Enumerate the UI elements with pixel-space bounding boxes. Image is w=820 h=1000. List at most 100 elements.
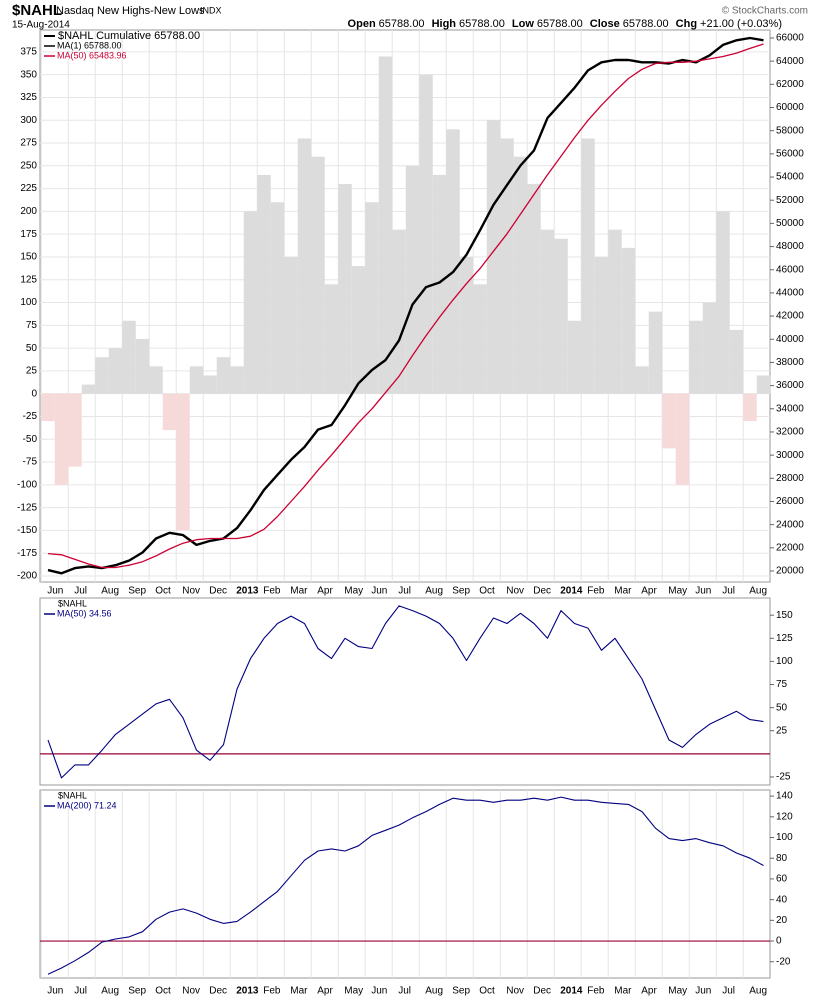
- histogram-bar: [635, 366, 649, 394]
- histogram-bar: [500, 138, 514, 394]
- x-tick-label: Oct: [155, 986, 171, 997]
- x-tick-label: Sep: [128, 986, 146, 997]
- y2-tick-label: 58000: [776, 125, 804, 136]
- quote-value: 65788.00: [459, 18, 505, 30]
- histogram-bar: [581, 138, 595, 394]
- y-tick-label: 150: [776, 610, 793, 621]
- x-tick-label: May: [668, 986, 687, 997]
- histogram-bar: [378, 56, 393, 394]
- y2-tick-label: 30000: [776, 450, 804, 461]
- series-line: [47, 43, 764, 569]
- y-tick-label: 50: [776, 702, 788, 713]
- y2-tick-label: 40000: [776, 334, 804, 345]
- copyright: © StockCharts.com: [722, 6, 808, 17]
- y2-tick-label: 56000: [776, 149, 804, 160]
- histogram-bar: [608, 229, 622, 394]
- x-tick-label: Sep: [128, 586, 146, 597]
- y-tick-label: -100: [17, 479, 37, 490]
- histogram-bar: [135, 338, 150, 394]
- y-tick-label: 325: [20, 92, 37, 103]
- y2-tick-label: 32000: [776, 427, 804, 438]
- quote-label: Chg: [676, 18, 697, 30]
- quote-value: 65788.00: [623, 18, 669, 30]
- legend-entry: MA(200) 71.24: [57, 800, 117, 810]
- x-tick-label: 2014: [560, 586, 583, 597]
- y-tick-label: -20: [776, 956, 791, 967]
- histogram-bar: [297, 138, 312, 394]
- date: 15-Aug-2014: [12, 20, 70, 31]
- y-tick-label: -175: [17, 548, 37, 559]
- y2-tick-label: 38000: [776, 357, 804, 368]
- histogram-bar: [54, 393, 69, 485]
- legend-title: $NAHL: [58, 790, 87, 800]
- histogram-bar: [68, 393, 82, 467]
- x-tick-label: Oct: [155, 586, 171, 597]
- y-tick-label: 175: [20, 229, 37, 240]
- y2-tick-label: 64000: [776, 56, 804, 67]
- y-tick-label: 300: [20, 115, 37, 126]
- histogram-bar: [365, 202, 379, 394]
- y-tick-label: -125: [17, 502, 37, 513]
- histogram-bar: [743, 393, 757, 422]
- histogram-bar: [243, 211, 258, 394]
- quote-value: +21.00 (+0.03%): [700, 18, 782, 30]
- x-tick-label: Jul: [398, 986, 411, 997]
- x-tick-label: May: [344, 986, 363, 997]
- x-tick-label: Feb: [263, 586, 281, 597]
- histogram-bar: [689, 320, 703, 394]
- x-tick-label: Jun: [695, 986, 711, 997]
- y2-tick-label: 66000: [776, 33, 804, 44]
- x-tick-label: Feb: [587, 586, 605, 597]
- x-tick-label: May: [668, 586, 687, 597]
- y2-tick-label: 22000: [776, 542, 804, 553]
- x-tick-label: Apr: [641, 586, 657, 597]
- histogram-bar: [392, 229, 406, 394]
- y2-tick-label: 20000: [776, 566, 804, 577]
- legend-entry: MA(1) 65788.00: [57, 40, 122, 50]
- histogram-bar: [459, 256, 474, 394]
- x-tick-label: Apr: [641, 986, 657, 997]
- y2-tick-label: 24000: [776, 519, 804, 530]
- y-tick-label: 20: [776, 915, 788, 926]
- y2-tick-label: 48000: [776, 241, 804, 252]
- x-tick-label: Dec: [533, 586, 551, 597]
- x-tick-label: Jul: [74, 586, 87, 597]
- x-tick-label: Feb: [263, 986, 281, 997]
- x-tick-label: Aug: [425, 986, 443, 997]
- y2-tick-label: 52000: [776, 195, 804, 206]
- y-tick-label: 50: [26, 343, 38, 354]
- histogram-bar: [95, 357, 109, 394]
- histogram-bar: [527, 184, 541, 394]
- histogram-bar: [729, 329, 744, 394]
- histogram-bar: [81, 384, 96, 394]
- x-tick-label: 2013: [236, 986, 259, 997]
- x-tick-label: Apr: [317, 986, 333, 997]
- y-tick-label: 100: [776, 832, 793, 843]
- y2-tick-label: 60000: [776, 102, 804, 113]
- y-tick-label: 120: [776, 811, 793, 822]
- x-tick-label: Jun: [47, 586, 63, 597]
- histogram-bar: [567, 320, 582, 394]
- histogram-bar: [473, 284, 487, 394]
- x-tick-label: Jun: [695, 586, 711, 597]
- y-tick-label: 25: [776, 725, 788, 736]
- x-tick-label: Dec: [209, 986, 227, 997]
- histogram-bar: [675, 393, 690, 485]
- x-tick-label: Oct: [479, 986, 495, 997]
- y2-tick-label: 62000: [776, 79, 804, 90]
- y2-tick-label: 26000: [776, 496, 804, 507]
- y-tick-label: 25: [26, 366, 38, 377]
- y2-tick-label: 44000: [776, 288, 804, 299]
- x-tick-label: Jul: [722, 586, 735, 597]
- quote: Open 65788.00 High 65788.00 Low 65788.00 Close…: [348, 18, 782, 30]
- histogram-bar: [203, 375, 217, 394]
- y2-tick-label: 46000: [776, 264, 804, 275]
- quote-label: Open: [348, 18, 376, 30]
- y-tick-label: 375: [20, 47, 37, 58]
- x-tick-label: Nov: [182, 986, 200, 997]
- histogram-bar: [716, 211, 730, 394]
- x-tick-label: Dec: [209, 586, 227, 597]
- histogram-bar: [405, 165, 420, 394]
- histogram-bar: [257, 174, 271, 394]
- x-tick-label: Feb: [587, 986, 605, 997]
